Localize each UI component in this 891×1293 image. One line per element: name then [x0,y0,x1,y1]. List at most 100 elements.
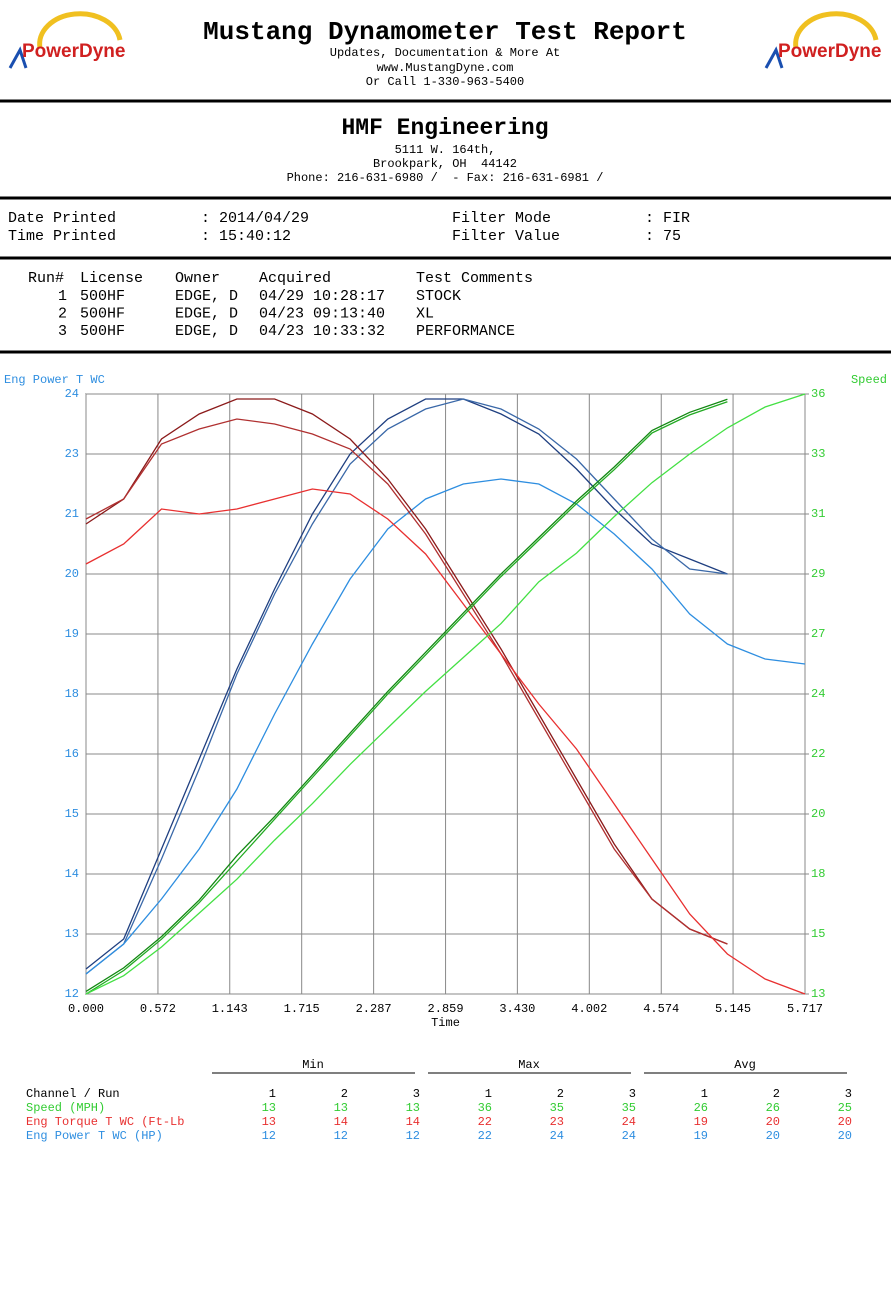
y2-tick-label: 15 [811,927,825,941]
header-line: Updates, Documentation & More At [330,46,560,60]
stats-value: 24 [622,1115,636,1129]
y-tick-label: 24 [65,387,79,401]
stats-value: 25 [838,1101,852,1115]
series-line [85,418,728,945]
x-tick-label: 5.717 [787,1002,823,1016]
stats-run: 1 [485,1087,492,1101]
x-tick-label: 2.287 [356,1002,392,1016]
stats-value: 22 [478,1129,492,1143]
y2-tick-label: 18 [811,867,825,881]
runs-cell: 3 [58,323,67,340]
runs-cell: 500HF [80,305,125,322]
runs-cell: STOCK [416,288,461,305]
y2-tick-label: 22 [811,747,825,761]
stats-value: 35 [622,1101,636,1115]
y2-tick-label: 36 [811,387,825,401]
shop-name: HMF Engineering [341,115,548,141]
series-line [85,478,806,975]
header-line: Or Call 1-330-963-5400 [366,75,524,89]
stats-run: 3 [629,1087,636,1101]
y-tick-label: 19 [65,627,79,641]
info-cell: Time Printed [8,228,116,245]
info-cell: : 75 [645,228,681,245]
y2-tick-label: 31 [811,507,825,521]
y2-tick-label: 29 [811,567,825,581]
info-cell: : 2014/04/29 [201,210,309,227]
y-tick-label: 13 [65,927,79,941]
stats-value: 26 [766,1101,780,1115]
runs-header: Acquired [259,270,331,287]
y-tick-label: 20 [65,567,79,581]
logo-right: PowerDyne [764,11,881,69]
stats-value: 26 [694,1101,708,1115]
x-tick-label: 1.715 [284,1002,320,1016]
x-tick-label: 1.143 [212,1002,248,1016]
runs-cell: 500HF [80,288,125,305]
x-tick-label: 4.574 [643,1002,679,1016]
y-tick-label: 16 [65,747,79,761]
x-tick-label: 5.145 [715,1002,751,1016]
stats-value: 23 [550,1115,564,1129]
runs-cell: 04/23 10:33:32 [259,323,385,340]
y2-tick-label: 24 [811,687,825,701]
stats-value: 22 [478,1115,492,1129]
runs-cell: 2 [58,305,67,322]
y-tick-label: 12 [65,987,79,1001]
y-tick-label: 23 [65,447,79,461]
stats-group: Max [518,1058,540,1072]
y2-tick-label: 27 [811,627,825,641]
series-line [85,398,728,975]
x-tick-label: 3.430 [499,1002,535,1016]
y-tick-label: 14 [65,867,79,881]
stats-value: 35 [550,1101,564,1115]
runs-cell: EDGE, D [175,323,238,340]
stats-value: 20 [838,1129,852,1143]
stats-value: 13 [262,1101,276,1115]
logo-text: PowerDyne [778,41,881,62]
y2-tick-label: 20 [811,807,825,821]
y2-tick-label: 33 [811,447,825,461]
y2-tick-label: 13 [811,987,825,1001]
series-line [85,398,728,945]
series-line [85,393,806,995]
series-line [85,488,806,995]
x-tick-label: 0.000 [68,1002,104,1016]
stats-group: Min [302,1058,324,1072]
stats-run: 1 [701,1087,708,1101]
logo-text: PowerDyne [22,41,125,62]
stats-header: Channel / Run [26,1087,120,1101]
logo-left: PowerDyne [8,11,125,69]
y-tick-label: 18 [65,687,79,701]
x-tick-label: 4.002 [571,1002,607,1016]
y-tick-label: 15 [65,807,79,821]
runs-cell: 500HF [80,323,125,340]
runs-cell: 04/29 10:28:17 [259,288,385,305]
stats-value: 20 [766,1129,780,1143]
stats-value: 13 [406,1101,420,1115]
stats-value: 12 [262,1129,276,1143]
runs-cell: EDGE, D [175,305,238,322]
stats-channel: Eng Torque T WC (Ft-Lb [26,1115,184,1129]
info-cell: : 15:40:12 [201,228,291,245]
runs-cell: 04/23 09:13:40 [259,305,385,322]
runs-header: Test Comments [416,270,533,287]
y2-axis-label: Speed [851,373,887,387]
shop-line: 5111 W. 164th, [395,143,496,157]
stats-run: 2 [773,1087,780,1101]
stats-value: 20 [766,1115,780,1129]
stats-value: 13 [262,1115,276,1129]
header-line: www.MustangDyne.com [377,61,514,75]
stats-run: 3 [413,1087,420,1101]
x-tick-label: 0.572 [140,1002,176,1016]
stats-value: 24 [622,1129,636,1143]
stats-run: 1 [269,1087,276,1101]
runs-header: Owner [175,270,220,287]
stats-value: 19 [694,1129,708,1143]
shop-line: Phone: 216-631-6980 / - Fax: 216-631-698… [287,171,604,185]
x-axis-label: Time [431,1016,460,1030]
stats-value: 20 [838,1115,852,1129]
runs-header: Run# [28,270,64,287]
info-cell: Filter Value [452,228,560,245]
x-tick-label: 2.859 [428,1002,464,1016]
